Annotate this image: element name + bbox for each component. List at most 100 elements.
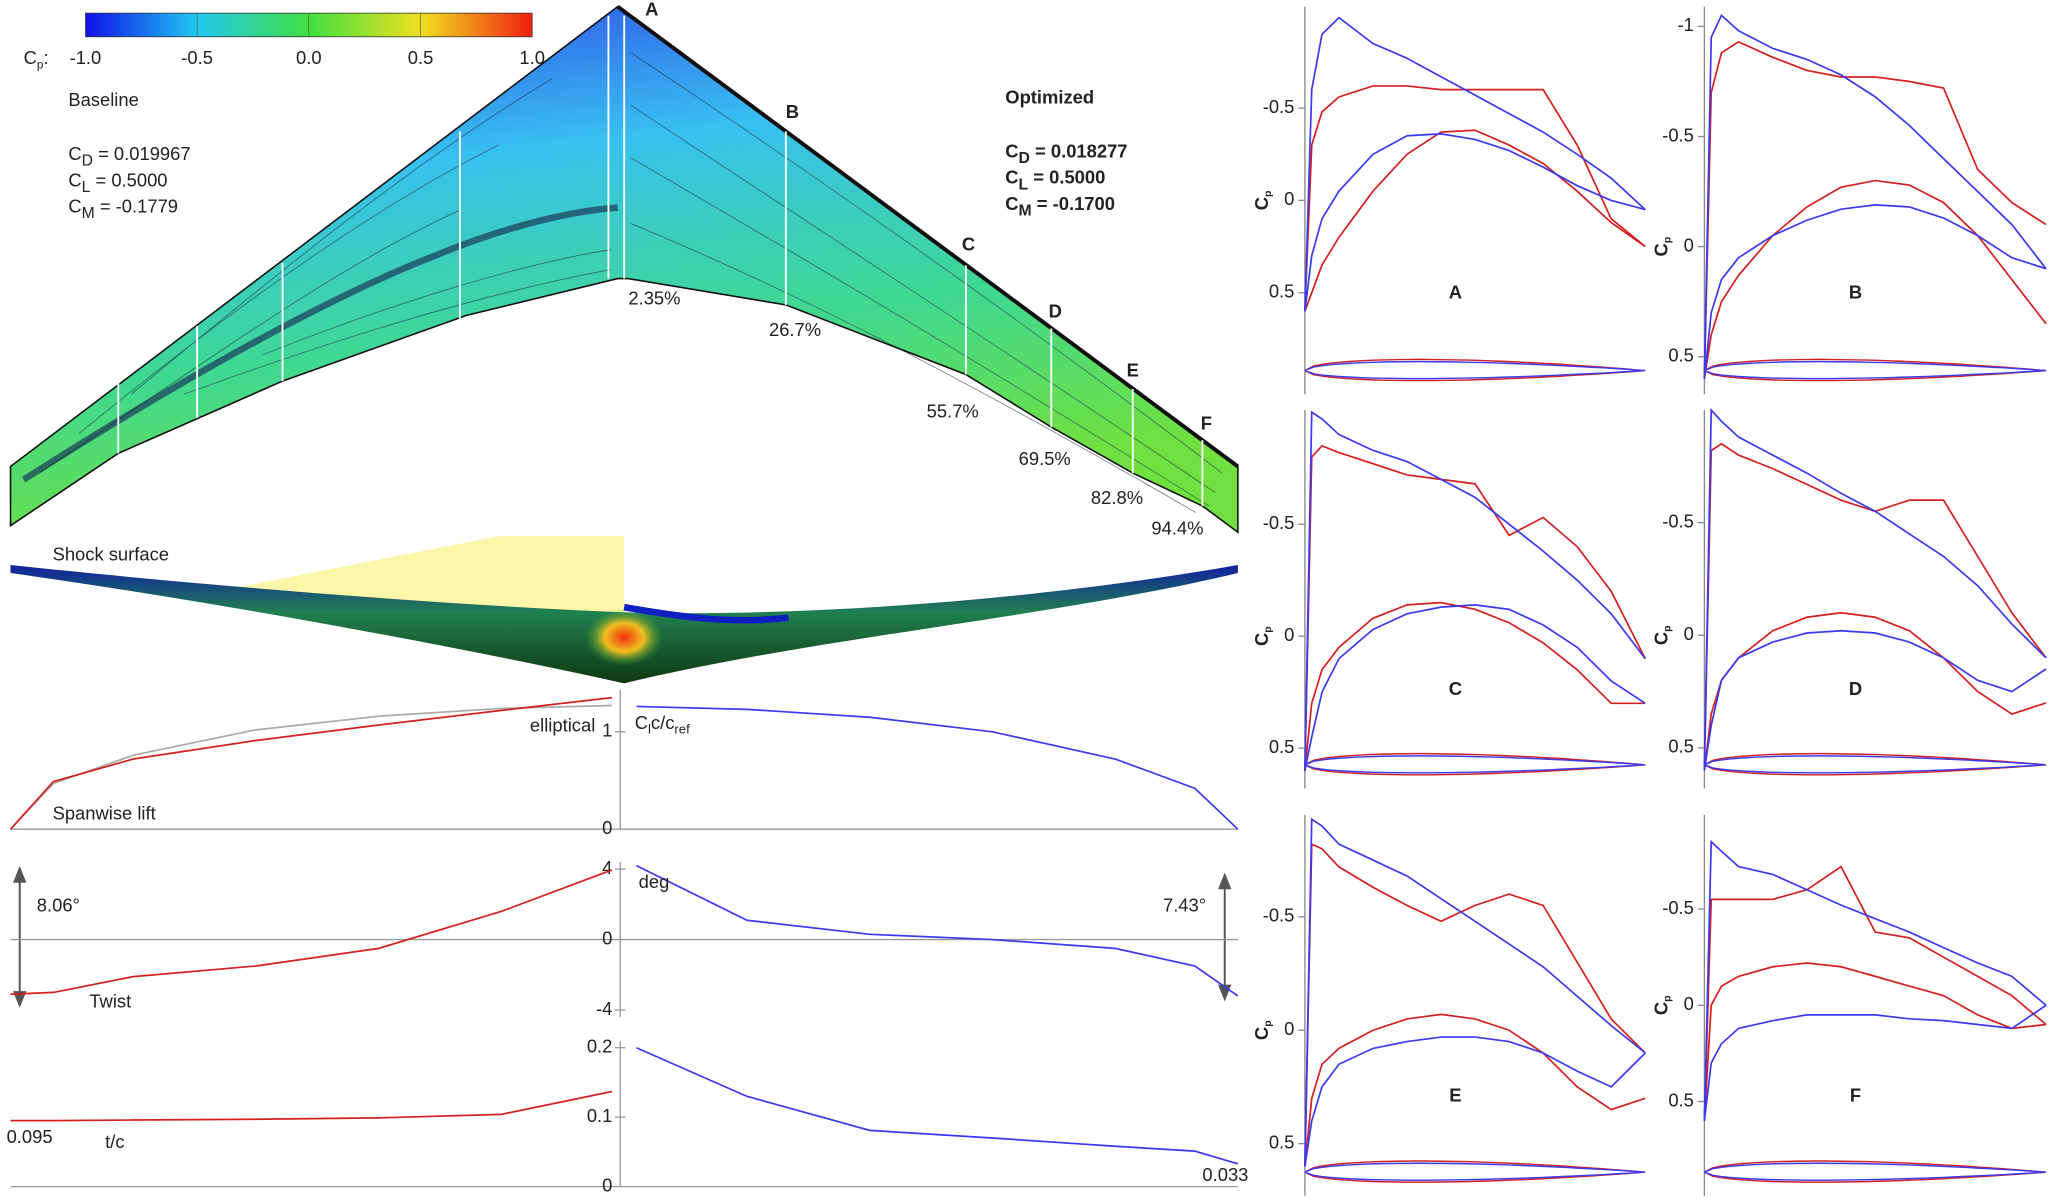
annotation: Spanwise lift	[53, 803, 156, 824]
y-tick-label: 0.5	[1668, 1089, 1694, 1110]
y-axis-label-symbol: C	[1650, 632, 1671, 645]
cp-line	[1703, 1004, 2047, 1121]
y-axis-label-part: l	[648, 722, 651, 737]
section-span: 94.4%	[1151, 517, 1203, 538]
twist-arrows	[13, 865, 1232, 1008]
colorbar-tick-label: 0.5	[408, 47, 434, 68]
coefficient: CM = -0.1779	[68, 195, 178, 222]
y-tick-label: 0.5	[1269, 1132, 1295, 1153]
coefficient: CL = 0.5000	[1005, 167, 1105, 194]
y-tick-label: -4	[596, 998, 612, 1019]
panel-title: E	[1449, 1085, 1461, 1106]
y-tick-label: -0.5	[1263, 512, 1295, 533]
y-tick-label: 0	[1684, 235, 1694, 256]
y-tick-label: 0.1	[587, 1105, 613, 1126]
coefficient: CL = 0.5000	[68, 169, 167, 196]
y-axis-label: Cp	[1650, 625, 1673, 645]
wing-planform	[9, 4, 1240, 534]
coefficient-sub: M	[82, 205, 95, 222]
coefficient-value: = 0.019967	[93, 143, 191, 164]
shock-label: Shock surface	[53, 544, 169, 565]
section-span: 82.8%	[1091, 487, 1143, 508]
y-axis-label: Cp	[1650, 995, 1673, 1015]
cp-line	[1304, 133, 1646, 312]
coefficient-sub: D	[1019, 150, 1030, 167]
colorbar-tick-label: 0.0	[296, 47, 322, 68]
y-tick-label: 0	[1284, 188, 1294, 209]
coefficient-value: = -0.1700	[1032, 193, 1115, 214]
annotation: 0.095	[7, 1126, 53, 1147]
cp-line	[1304, 604, 1646, 771]
cp-line	[1304, 817, 1646, 1167]
y-tick-label: 0	[1284, 1018, 1294, 1039]
colorbar-label: Cp:	[24, 47, 49, 72]
optimized-title: Optimized	[1005, 86, 1094, 107]
cp-line	[1304, 85, 1646, 312]
annotation: elliptical	[530, 715, 595, 736]
cp-line	[1703, 839, 2047, 1121]
airfoil	[1704, 755, 2047, 774]
airfoil	[1704, 752, 2047, 776]
y-axis-label-sub: p	[1262, 1020, 1274, 1026]
coefficient-symbol: C	[1005, 140, 1018, 161]
series-line	[636, 1046, 1239, 1165]
cp-line	[1304, 16, 1646, 312]
section-label: D	[1049, 301, 1062, 322]
baseline-title: Baseline	[68, 89, 139, 110]
cp-line	[1304, 601, 1646, 771]
coefficient-symbol: C	[68, 143, 81, 164]
cp-line	[1304, 842, 1646, 1167]
cp-line	[1703, 611, 2047, 771]
cp-line	[1304, 1013, 1646, 1167]
cp-line	[1703, 442, 2047, 771]
panel-title: C	[1449, 678, 1462, 699]
y-axis-label-symbol: C	[1251, 197, 1272, 210]
coefficient: CD = 0.018277	[1005, 140, 1127, 167]
panel-title: B	[1849, 281, 1862, 302]
y-axis-label-part: C	[635, 712, 648, 733]
y-tick-label: 0.5	[1668, 736, 1694, 757]
series-line	[10, 1090, 613, 1122]
cp-line	[1703, 962, 2047, 1121]
y-axis-label-sub: p	[1262, 626, 1274, 632]
y-axis-label-symbol: C	[1650, 1002, 1671, 1015]
y-tick-label: 0	[1684, 993, 1694, 1014]
y-axis-label: Clc/cref	[635, 712, 690, 737]
airfoil	[1704, 1162, 2047, 1181]
y-tick-label: 0	[602, 927, 612, 948]
cp-line	[1703, 865, 2047, 1121]
y-axis-label: Cp	[1251, 1020, 1274, 1040]
airfoil	[1304, 1162, 1646, 1181]
colorbar-tick-label: -0.5	[181, 47, 213, 68]
y-axis-label: Cp	[1650, 237, 1673, 257]
y-tick-label: 0.5	[1269, 736, 1295, 757]
y-tick-label: 0.5	[1668, 345, 1694, 366]
colorbar-tick-label: -1.0	[70, 47, 102, 68]
y-axis-label-sub: p	[1262, 191, 1274, 197]
cp-line	[1703, 629, 2047, 771]
coefficient-sub: M	[1019, 203, 1032, 220]
y-tick-label: -0.5	[1662, 897, 1694, 918]
section-span: 2.35%	[628, 287, 680, 308]
section-label: E	[1127, 360, 1139, 381]
y-tick-label: 4	[602, 857, 612, 878]
airfoil	[1704, 1160, 2047, 1183]
coefficient: CD = 0.019967	[68, 143, 190, 170]
colorbar-suffix: :	[44, 47, 49, 68]
series-line	[636, 864, 1239, 997]
coefficient-sub: L	[82, 179, 91, 196]
y-tick-label: -0.5	[1662, 510, 1694, 531]
annotation: deg	[639, 871, 670, 892]
annotation: Twist	[89, 991, 131, 1012]
coefficient-symbol: C	[1005, 193, 1018, 214]
coefficient-value: = -0.1779	[95, 195, 178, 216]
y-tick-label: -0.5	[1263, 96, 1295, 117]
y-axis-label-symbol: C	[1650, 243, 1671, 256]
series-line	[10, 869, 613, 996]
coefficient-sub: L	[1019, 176, 1029, 193]
coefficient-value: = 0.5000	[90, 169, 167, 190]
y-tick-label: 0	[602, 1174, 612, 1195]
cp-line	[1304, 1036, 1646, 1167]
y-tick-label: -1	[1678, 14, 1694, 35]
y-tick-label: 0.5	[1269, 281, 1295, 302]
